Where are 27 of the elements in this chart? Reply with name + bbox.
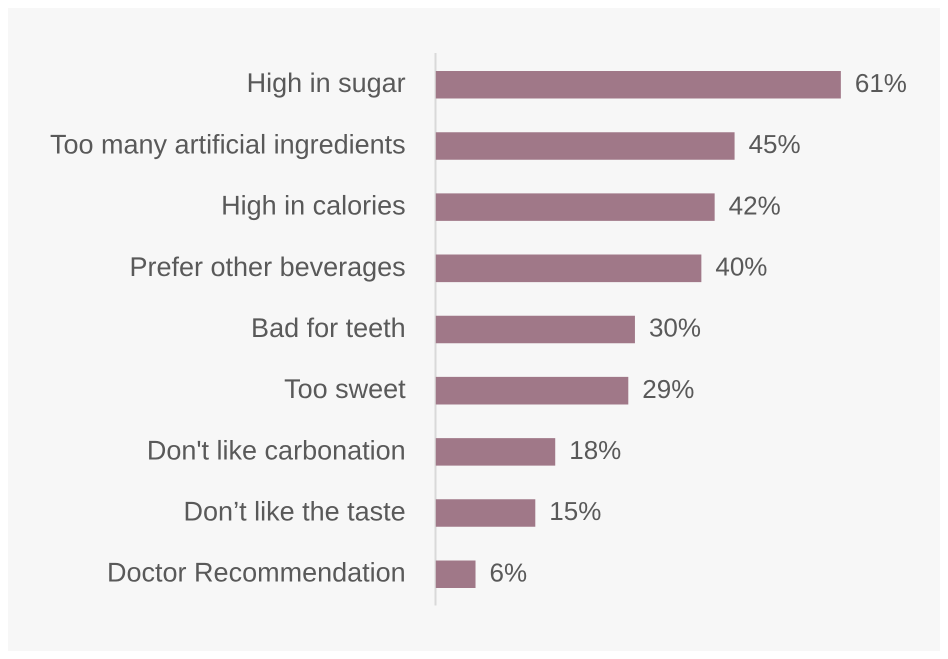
data-label: 6% bbox=[490, 557, 528, 588]
y-tick-label: High in calories bbox=[221, 190, 406, 221]
data-label: 18% bbox=[569, 435, 622, 466]
data-label: 30% bbox=[648, 312, 701, 343]
bar bbox=[436, 132, 735, 160]
y-tick-label: Don’t like the taste bbox=[184, 496, 406, 526]
data-label: 29% bbox=[642, 374, 694, 404]
data-label: 15% bbox=[549, 496, 602, 526]
y-tick-label: Prefer other beverages bbox=[129, 252, 406, 282]
y-tick-label: Too sweet bbox=[284, 374, 406, 404]
bar bbox=[436, 376, 628, 404]
data-label: 45% bbox=[748, 129, 801, 160]
y-tick-label: Too many artificial ingredients bbox=[50, 129, 406, 160]
bar bbox=[436, 499, 536, 527]
bar bbox=[436, 254, 702, 282]
y-tick-label: Doctor Recommendation bbox=[107, 558, 406, 588]
y-tick-label: Don't like carbonation bbox=[146, 435, 406, 466]
data-label: 42% bbox=[728, 190, 781, 220]
bar bbox=[436, 438, 556, 466]
y-tick-label: High in sugar bbox=[246, 68, 406, 98]
bar bbox=[436, 193, 715, 221]
bar bbox=[436, 316, 635, 344]
data-label: 61% bbox=[854, 68, 907, 98]
bar bbox=[436, 560, 476, 588]
bar bbox=[436, 71, 841, 99]
data-label: 40% bbox=[715, 251, 768, 282]
y-tick-label: Bad for teeth bbox=[251, 312, 406, 343]
